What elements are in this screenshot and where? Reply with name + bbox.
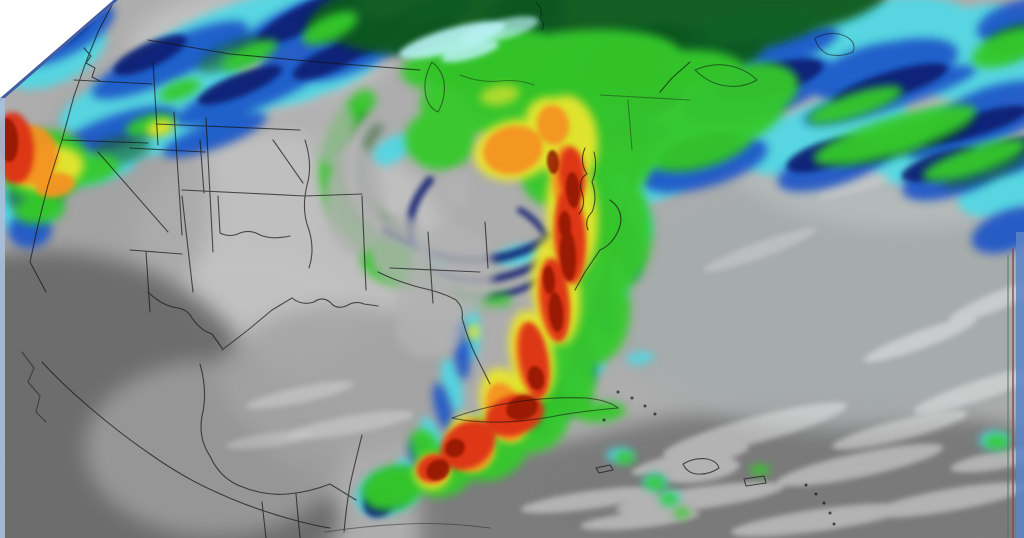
nova-scotia xyxy=(694,64,758,87)
new-england-coast xyxy=(659,61,691,93)
mississippi-river xyxy=(303,139,313,269)
frame-maroon-line xyxy=(1012,248,1014,538)
red-river-border xyxy=(219,230,291,239)
puget-sound xyxy=(83,47,101,82)
frame-left-stripe xyxy=(0,98,5,538)
low-cloud-texture xyxy=(225,161,1024,537)
cuba-north-coast xyxy=(451,397,619,419)
jamaica xyxy=(595,464,614,474)
lake-michigan xyxy=(424,61,445,113)
lake-huron-shore xyxy=(459,74,535,86)
hispaniola xyxy=(682,458,720,475)
florida-gulf-coast xyxy=(377,271,491,385)
hudson-bay-shore xyxy=(535,1,545,31)
cloud-layer-dark-red xyxy=(0,118,581,481)
newfoundland xyxy=(814,32,855,57)
us-mexico-border xyxy=(147,291,223,349)
frame-right-stripe xyxy=(1016,232,1024,538)
baja-california xyxy=(21,351,47,423)
mexico-pacific-coast xyxy=(41,361,331,529)
us-canada-border xyxy=(147,39,421,71)
texas-gulf-coast xyxy=(221,297,293,351)
outer-banks xyxy=(599,199,622,251)
cuba-south-coast xyxy=(451,407,619,423)
bahamas-dots xyxy=(602,390,657,422)
mexico-gulf-coast xyxy=(199,363,357,501)
delmarva xyxy=(586,151,597,231)
chesapeake-bay xyxy=(578,147,588,215)
louisiana-coast xyxy=(291,297,379,308)
state-boundaries xyxy=(21,1,855,538)
frame-diagonal-edge xyxy=(0,0,118,103)
lesser-antilles-dots xyxy=(804,483,836,526)
frame-green-line xyxy=(1007,255,1009,538)
dry-slot-gaps xyxy=(305,95,494,358)
yucatan-west-coast xyxy=(343,434,363,533)
bright-cloud-band xyxy=(399,16,539,63)
honduras-coast xyxy=(324,522,491,533)
puerto-rico xyxy=(743,475,767,487)
